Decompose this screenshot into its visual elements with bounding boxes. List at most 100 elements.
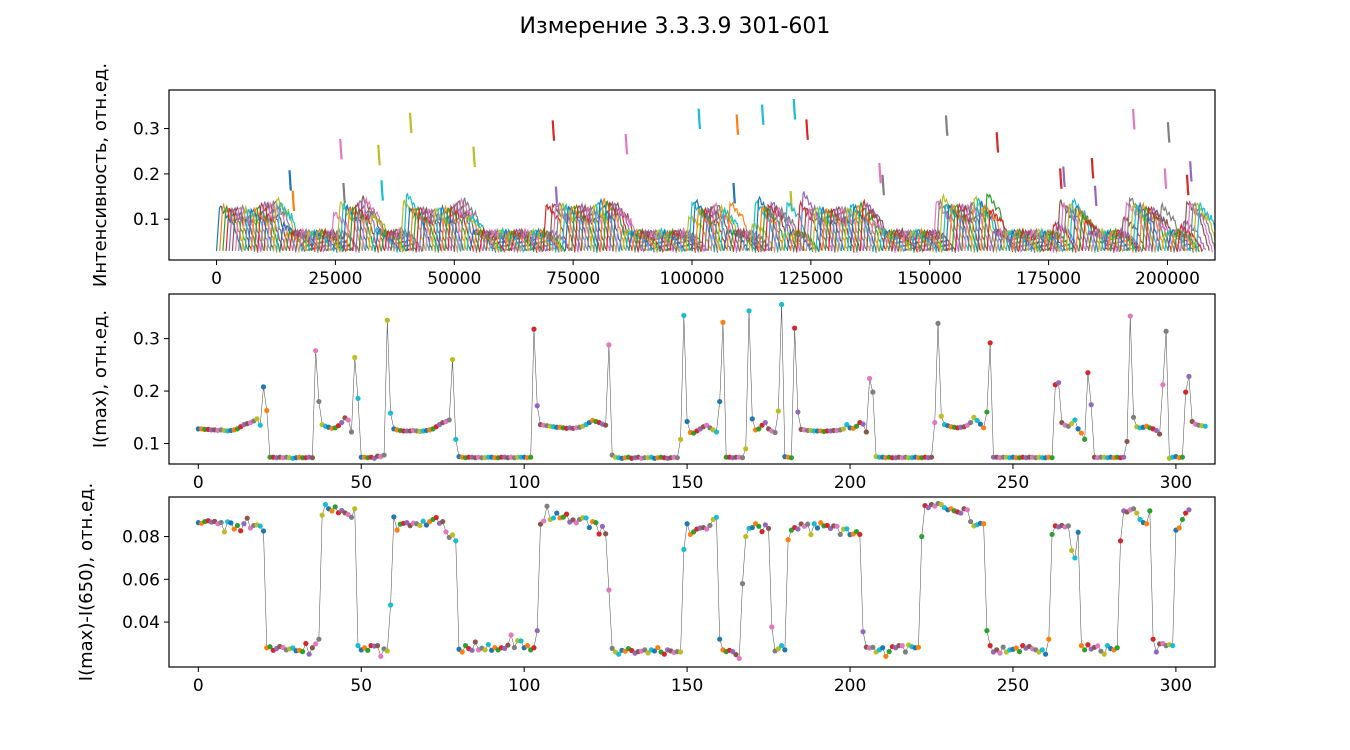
bottom-data-point [300,649,306,655]
top-spectrum-line [593,201,620,253]
bottom-data-point [332,504,338,510]
bottom-data-point [550,515,557,521]
top-peak-segment [1090,157,1095,179]
bottom-data-point [573,520,579,526]
top-spectrum-line [1100,229,1127,252]
top-spectrum-line [678,226,706,253]
bottom-data-point [743,533,749,540]
middle-data-point [792,325,798,331]
middle-data-point [938,413,944,419]
middle-x-tick-label: 100 [508,473,540,493]
bottom-data-point [1016,649,1023,655]
top-x-tick-label: 100000 [660,269,725,289]
top-spectrum-line [1160,229,1188,252]
bottom-data-point [834,523,840,529]
middle-data-point [348,429,355,435]
middle-data-point [981,425,987,431]
bottom-data-point [678,649,684,655]
bottom-x-tick-label: 300 [1160,676,1192,696]
top-spectrum-line [1122,201,1150,251]
middle-data-point [1075,426,1081,432]
top-spectrum-line [479,226,506,253]
bottom-data-point [384,648,390,654]
top-spectrum-line [279,220,306,253]
top-peak-segment [878,162,882,184]
bottom-data-point [756,523,762,529]
top-spectrum-line [377,227,405,253]
top-peak-segment [339,138,343,160]
bottom-data-point [374,643,381,649]
top-spectrum-line [558,202,585,251]
top-peak-segment [697,108,702,130]
top-spectrum-line [320,227,348,253]
top-spectrum-line [542,203,570,251]
bottom-data-point [1013,645,1019,651]
bottom-data-point [1153,649,1159,655]
top-spectrum-line [869,219,896,253]
top-spectrum-line [1116,226,1144,253]
bottom-data-point [981,521,987,527]
top-spectrum-line [384,229,411,252]
bottom-data-point [1170,643,1176,649]
middle-data-point [1160,382,1166,388]
middle-data-point [1153,427,1159,434]
bottom-data-point [505,642,511,648]
middle-data-point [534,403,540,409]
top-spectrum-line [1097,226,1125,253]
top-spectrum-line [919,228,947,252]
bottom-data-point [469,647,475,653]
bottom-data-point [1046,636,1052,642]
middle-data-point [339,419,345,426]
top-spectrum-line [694,207,722,252]
top-spectrum-line [555,202,582,252]
panel-top: 0 25000 50000 75000 100000 125000 150000 175000… [90,63,1216,289]
top-spectrum-line [1021,229,1048,252]
top-spectrum-line [840,205,868,251]
bottom-data-point [257,523,263,529]
bottom-data-point [651,648,658,654]
top-spectrum-line [999,227,1026,252]
middle-data-point [762,419,768,426]
middle-x-tick-label: 200 [834,473,866,493]
middle-data-point [528,454,534,460]
top-y-tick-label: 0.2 [133,165,160,185]
top-spectrum-line [755,195,782,252]
top-spectrum-line [954,202,982,252]
top-peak-segment [342,182,346,204]
top-spectrum-line [583,206,611,251]
top-spectrum-line [821,207,849,251]
top-spectrum-line [317,227,344,253]
bottom-data-point [482,647,488,653]
middle-data-point [678,436,684,442]
bottom-data-point [1082,647,1088,653]
bottom-data-point [1176,525,1182,531]
bottom-data-point [1130,506,1137,512]
middle-x-tick-label: 250 [997,473,1029,493]
middle-data-point [449,356,456,363]
top-spectrum-line [225,207,253,251]
bottom-data-point [518,638,524,644]
bottom-data-point [352,506,358,512]
bottom-data-point [870,644,876,650]
top-spectrum-line [298,227,325,253]
bottom-data-point [925,505,931,511]
top-x-tick-label: 125000 [778,269,843,289]
top-peak-segment [377,144,381,166]
bottom-data-point [707,522,713,529]
bottom-data-point [554,510,560,516]
top-spectrum-line [1046,229,1074,253]
bottom-data-point [387,602,394,608]
middle-y-tick-label: 0.1 [133,435,160,455]
top-spectrum-line [1037,227,1064,253]
bottom-data-point [857,531,863,538]
top-spectrum-line [897,226,925,253]
top-x-tick-label: 25000 [308,269,362,289]
middle-data-point [1179,454,1186,460]
bottom-data-point [586,524,592,531]
top-peak-segment [792,98,797,120]
top-spectrum-line [520,227,547,253]
bottom-data-point [1000,644,1006,650]
top-spectrum-line [656,226,684,253]
middle-data-point [531,326,537,332]
bottom-data-point [531,645,537,651]
